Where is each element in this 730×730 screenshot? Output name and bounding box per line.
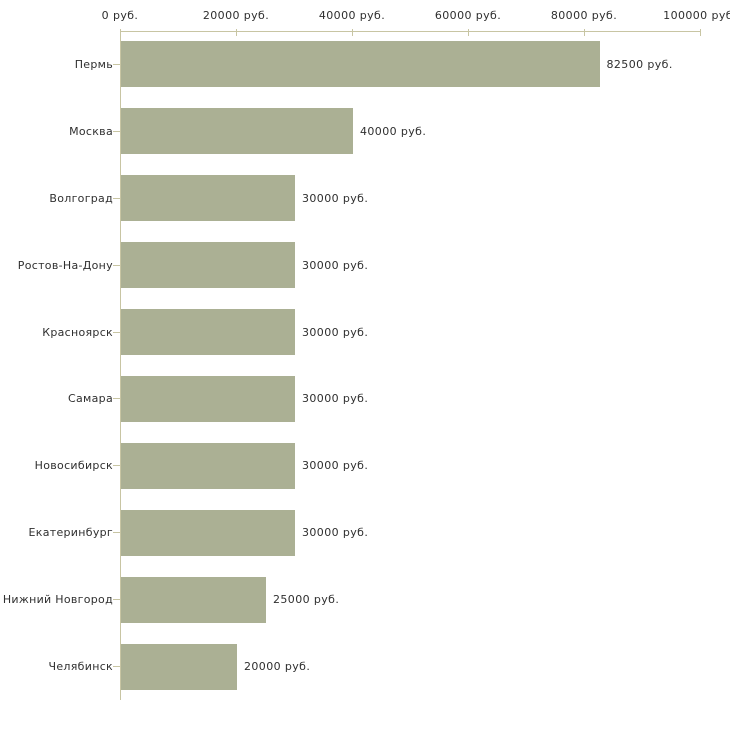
category-label: Москва	[69, 124, 113, 138]
bar-row: Самара 30000 руб.	[0, 366, 730, 433]
value-label: 25000 руб.	[273, 593, 340, 607]
value-label: 30000 руб.	[302, 258, 369, 272]
value-label: 82500 руб.	[606, 57, 673, 71]
value-label: 30000 руб.	[302, 526, 369, 540]
category-label: Пермь	[74, 57, 113, 71]
x-axis-tick-label: 0 руб.	[101, 9, 139, 22]
x-axis-tick-label: 80000 руб.	[550, 9, 618, 22]
category-tick	[113, 599, 120, 601]
x-axis-tick	[352, 29, 353, 36]
category-label: Красноярск	[42, 325, 113, 339]
bar-row: Ростов-На-Дону 30000 руб.	[0, 232, 730, 299]
x-axis-tick	[700, 29, 701, 36]
value-label: 30000 руб.	[302, 392, 369, 406]
bar	[121, 643, 237, 690]
category-tick	[113, 666, 120, 668]
bar	[121, 375, 295, 422]
bar-row: Екатеринбург 30000 руб.	[0, 499, 730, 566]
x-axis-tick	[468, 29, 469, 36]
value-label: 30000 руб.	[302, 191, 369, 205]
bar	[121, 41, 600, 88]
bar	[121, 309, 295, 356]
bar	[121, 442, 295, 489]
x-axis-tick	[236, 29, 237, 36]
category-label: Нижний Новгород	[2, 593, 113, 607]
y-axis-line	[120, 31, 121, 700]
value-label: 30000 руб.	[302, 459, 369, 473]
bar-row: Нижний Новгород 25000 руб.	[0, 566, 730, 633]
category-label: Волгоград	[49, 191, 113, 205]
bar-row: Пермь 82500 руб.	[0, 31, 730, 98]
x-axis-tick-label: 20000 руб.	[202, 9, 270, 22]
bar	[121, 175, 295, 222]
category-tick	[113, 331, 120, 333]
bar	[121, 509, 295, 556]
bar-row: Волгоград 30000 руб.	[0, 165, 730, 232]
category-label: Челябинск	[48, 660, 113, 674]
category-tick	[113, 264, 120, 266]
value-label: 20000 руб.	[244, 660, 311, 674]
value-label: 30000 руб.	[302, 325, 369, 339]
category-tick	[113, 130, 120, 132]
category-tick	[113, 63, 120, 65]
x-axis-tick-label: 40000 руб.	[318, 9, 386, 22]
x-axis-tick	[584, 29, 585, 36]
bar-row: Новосибирск 30000 руб.	[0, 432, 730, 499]
bar-row: Челябинск 20000 руб.	[0, 633, 730, 700]
category-tick	[113, 465, 120, 467]
value-label: 40000 руб.	[360, 124, 427, 138]
x-axis-tick-label: 100000 руб.	[663, 9, 730, 22]
bar-row: Москва 40000 руб.	[0, 98, 730, 165]
category-label: Ростов-На-Дону	[17, 258, 113, 272]
category-tick	[113, 532, 120, 534]
category-label: Екатеринбург	[28, 526, 113, 540]
bar	[121, 242, 295, 289]
bar	[121, 576, 266, 623]
plot-area: Пермь 82500 руб. Москва 40000 руб. Волгоград…	[0, 31, 730, 700]
category-label: Новосибирск	[34, 459, 113, 473]
x-axis-tick-label: 60000 руб.	[434, 9, 502, 22]
category-label: Самара	[68, 392, 113, 406]
category-tick	[113, 197, 120, 199]
category-tick	[113, 398, 120, 400]
x-axis-tick	[120, 29, 121, 36]
bar-row: Красноярск 30000 руб.	[0, 299, 730, 366]
x-axis-line	[120, 31, 701, 32]
bar	[121, 108, 353, 155]
